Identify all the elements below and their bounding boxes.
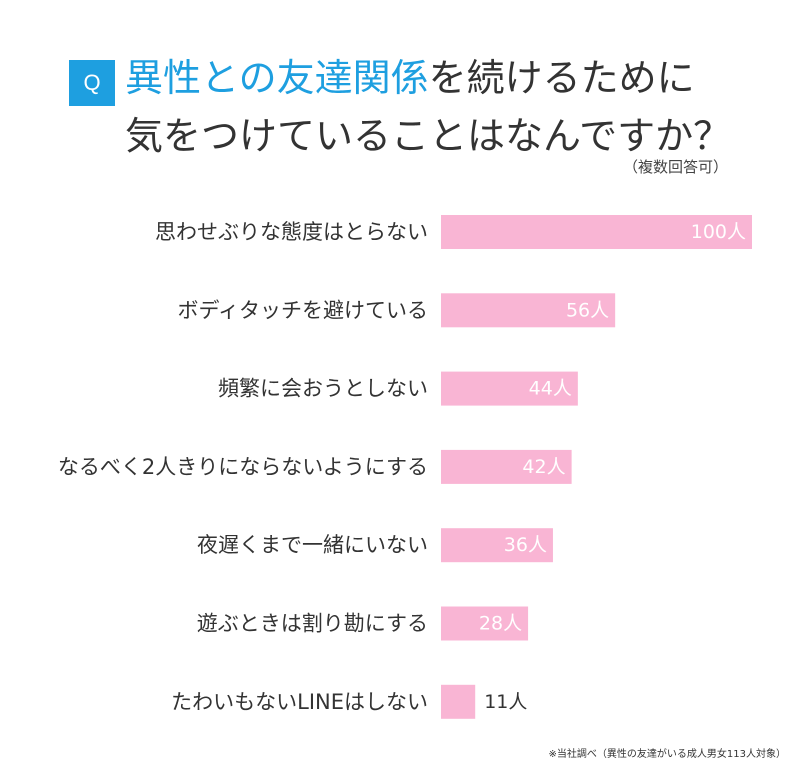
value-label: 11人 (484, 691, 527, 713)
question-title-line1: 異性との友達関係を続けるために (125, 50, 695, 106)
category-label: 頻繁に会おうとしない (218, 377, 428, 401)
value-label: 28人 (479, 613, 522, 635)
question-badge: Q (69, 60, 115, 106)
bar (441, 371, 578, 406)
bar (441, 606, 529, 641)
question-title-line2: 気をつけていることはなんですか？ (125, 114, 732, 158)
bar (441, 449, 572, 484)
bar (441, 293, 616, 328)
category-label: たわいもないLINEはしない (171, 690, 428, 714)
category-label: なるべく2人きりにならないようにする (58, 455, 428, 479)
bar (441, 215, 752, 249)
multiple-answer-note: （複数回答可） (622, 158, 728, 176)
value-label: 56人 (566, 299, 609, 321)
value-label: 36人 (504, 534, 547, 556)
question-title-highlight: 異性との友達関係 (125, 56, 429, 100)
value-label: 100人 (691, 221, 746, 243)
value-label: 44人 (529, 378, 572, 400)
question-title-rest: を続けるために (428, 56, 695, 100)
survey-footnote: ※当社調べ（異性の友達がいる成人男女113人対象） (548, 749, 786, 760)
category-label: 思わせぶりな態度はとらない (155, 220, 428, 244)
bar (441, 528, 553, 563)
value-label: 42人 (522, 456, 565, 478)
category-label: ボディタッチを避けている (177, 298, 428, 322)
bar (441, 684, 476, 719)
category-label: 遊ぶときは割り勘にする (197, 612, 428, 636)
category-label: 夜遅くまで一緒にいない (197, 533, 428, 557)
